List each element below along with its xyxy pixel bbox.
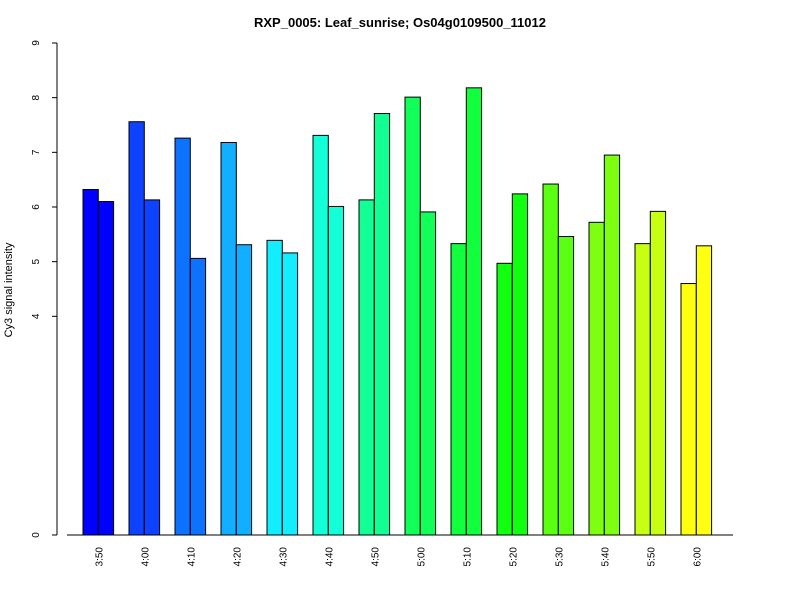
y-tick-label: 8: [31, 94, 42, 100]
x-tick-label: 4:30: [278, 547, 289, 567]
bar-410-s2: [189, 257, 207, 536]
bar-550-s1: [634, 243, 651, 536]
bar-410-s1: [174, 137, 191, 536]
y-tick-label: 7: [31, 149, 42, 155]
x-tick-label: 5:00: [416, 547, 427, 567]
bar-420-s2: [235, 244, 253, 536]
x-tick-label: 4:10: [186, 547, 197, 567]
bar-430-s2: [281, 252, 299, 536]
bar-550-s2: [649, 210, 667, 536]
x-tick-label: 4:50: [370, 547, 381, 567]
bar-420-s1: [220, 141, 237, 536]
bar-350-s1: [82, 189, 99, 536]
bar-530-s2: [557, 236, 575, 536]
x-tick-label: 4:00: [140, 547, 151, 567]
y-tick-label: 6: [31, 204, 42, 210]
bar-510-s2: [465, 87, 483, 536]
bar-450-s1: [358, 199, 375, 536]
y-tick-label: 5: [31, 258, 42, 264]
y-tick-label: 9: [31, 40, 42, 46]
x-tick-label: 5:40: [600, 547, 611, 567]
bar-500-s2: [419, 211, 437, 536]
bar-350-s2: [97, 201, 115, 536]
x-tick-label: 3:50: [94, 547, 105, 567]
bar-600-s2: [695, 245, 713, 536]
x-tick-label: 6:00: [692, 547, 703, 567]
chart-title: RXP_0005: Leaf_sunrise; Os04g0109500_110…: [254, 15, 546, 30]
bar-430-s1: [266, 239, 283, 536]
bar-520-s2: [511, 193, 529, 536]
bar-400-s1: [128, 121, 145, 536]
bar-450-s2: [373, 113, 391, 536]
x-tick-label: 5:50: [646, 547, 657, 567]
bar-600-s1: [680, 283, 697, 536]
x-tick-label: 4:40: [324, 547, 335, 567]
bar-510-s1: [450, 243, 467, 536]
bar-400-s2: [143, 199, 161, 536]
bars-group: [82, 87, 713, 536]
bar-530-s1: [542, 183, 559, 536]
x-tick-label: 5:10: [462, 547, 473, 567]
x-axis: 3:50 4:00 4:10 4:20 4:30 4:40 4:50 5:00 5:10 5:20…: [67, 534, 733, 567]
y-tick-label: 0: [31, 532, 42, 538]
y-axis-label: Cy3 signal intensity: [3, 242, 15, 337]
bar-440-s2: [327, 205, 345, 536]
bar-520-s1: [496, 262, 513, 536]
bar-540-s2: [603, 154, 621, 536]
x-tick-label: 4:20: [232, 547, 243, 567]
bar-540-s1: [588, 221, 605, 536]
x-tick-label: 5:20: [508, 547, 519, 567]
y-tick-label: 4: [31, 313, 42, 319]
x-tick-label: 5:30: [554, 547, 565, 567]
bar-440-s1: [312, 134, 329, 536]
y-axis: 0 4 5 6 7 8 9: [31, 40, 58, 538]
bar-500-s1: [404, 96, 421, 536]
